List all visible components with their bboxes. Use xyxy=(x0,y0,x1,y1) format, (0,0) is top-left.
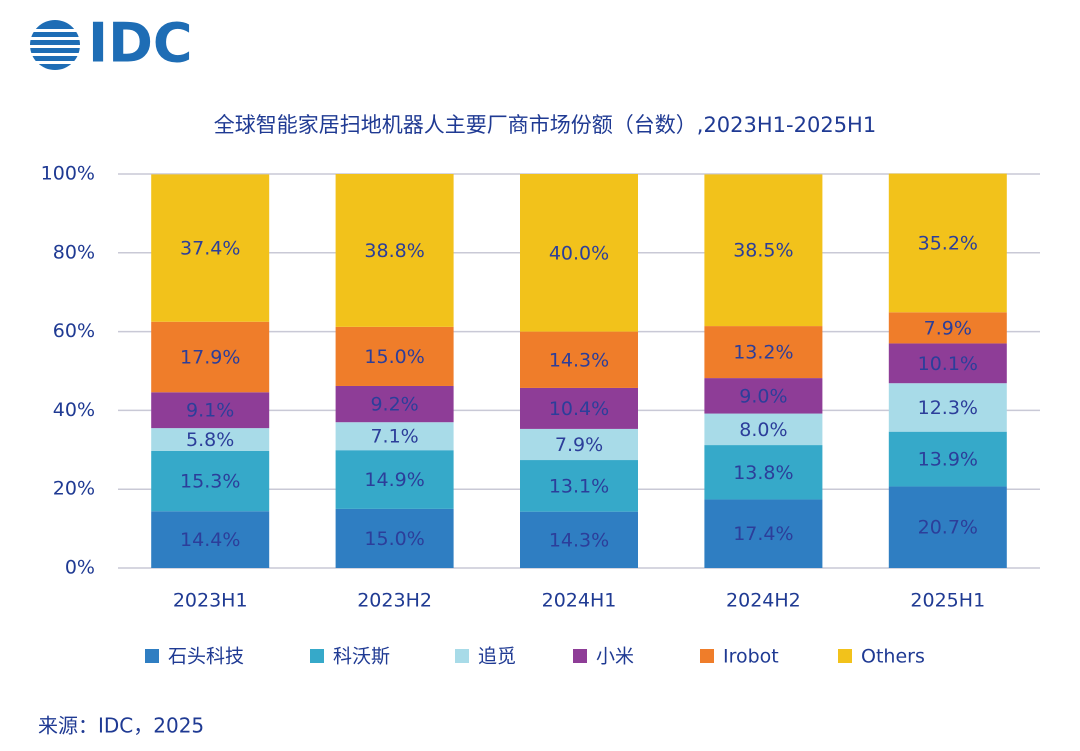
legend-label: Others xyxy=(861,646,925,668)
x-tick-label: 2024H1 xyxy=(542,590,617,612)
bar-segment xyxy=(335,422,454,451)
x-tick-label: 2023H2 xyxy=(357,590,432,612)
bar-segment xyxy=(704,499,823,568)
y-tick-label: 80% xyxy=(53,241,95,263)
legend-label: Irobot xyxy=(723,646,779,668)
bar-segment xyxy=(520,387,638,429)
legend-swatch xyxy=(145,649,159,663)
chart-title: 全球智能家居扫地机器人主要厂商市场份额（台数）,2023H1-2025H1 xyxy=(214,113,876,137)
data-label: 9.1% xyxy=(186,400,234,422)
legend-swatch xyxy=(310,649,324,663)
bar-segment xyxy=(151,321,270,393)
data-label: 15.0% xyxy=(364,528,424,550)
bar-segment xyxy=(520,331,638,388)
bar-segment xyxy=(520,174,638,332)
y-tick-label: 20% xyxy=(53,478,95,500)
data-label: 8.0% xyxy=(739,419,787,441)
data-label: 38.8% xyxy=(364,240,424,262)
bar-segment xyxy=(335,450,454,509)
legend-swatch xyxy=(455,649,469,663)
bar-segment xyxy=(888,486,1007,568)
logo-text: IDC xyxy=(88,12,193,75)
bar-segment xyxy=(704,445,823,500)
data-label: 20.7% xyxy=(918,517,978,539)
source: 来源：IDC，2025 xyxy=(38,714,204,738)
logo-mark xyxy=(28,20,82,70)
bar-segment xyxy=(151,511,270,568)
bar-segment xyxy=(335,326,454,386)
y-tick-label: 60% xyxy=(53,320,95,342)
data-label: 13.1% xyxy=(549,475,609,497)
bar-segment xyxy=(888,173,1007,313)
bar-segment xyxy=(704,413,823,446)
data-label: 15.3% xyxy=(180,471,240,493)
bar-segment xyxy=(888,312,1007,344)
bar-segment xyxy=(520,511,638,568)
data-label: 9.2% xyxy=(370,394,418,416)
data-label: 37.4% xyxy=(180,238,240,260)
data-label: 5.8% xyxy=(186,429,234,451)
x-tick-label: 2024H2 xyxy=(726,590,801,612)
data-label: 9.0% xyxy=(739,385,787,407)
data-label: 38.5% xyxy=(733,240,793,262)
data-label: 14.4% xyxy=(180,529,240,551)
y-tick-label: 0% xyxy=(65,557,95,579)
legend-swatch xyxy=(838,649,852,663)
data-label: 15.0% xyxy=(364,346,424,368)
data-label: 10.4% xyxy=(549,398,609,420)
data-label: 7.9% xyxy=(555,434,603,456)
x-tick-label: 2025H1 xyxy=(910,590,985,612)
legend-label: 小米 xyxy=(596,646,634,668)
bar-segment xyxy=(888,431,1007,487)
data-label: 35.2% xyxy=(918,232,978,254)
bar-segment xyxy=(888,343,1007,384)
bar-segment xyxy=(335,174,454,327)
bar-segment xyxy=(704,378,823,414)
data-label: 17.4% xyxy=(733,523,793,545)
bar-segment xyxy=(704,174,823,327)
data-label: 14.3% xyxy=(549,529,609,551)
bar-segment xyxy=(151,428,270,451)
bar-segment xyxy=(151,450,270,512)
legend-swatch xyxy=(573,649,587,663)
bar-segment xyxy=(151,392,270,429)
data-label: 40.0% xyxy=(549,242,609,264)
bar-segment xyxy=(520,428,638,461)
data-label: 12.3% xyxy=(918,397,978,419)
data-label: 7.1% xyxy=(370,426,418,448)
bar-segment xyxy=(888,383,1007,432)
legend-swatch xyxy=(700,649,714,663)
data-label: 13.9% xyxy=(918,449,978,471)
legend-label: 石头科技 xyxy=(168,646,244,668)
data-label: 7.9% xyxy=(924,317,972,339)
legend-label: 科沃斯 xyxy=(333,646,390,668)
bar-segment xyxy=(335,508,454,568)
data-label: 13.8% xyxy=(733,462,793,484)
bar-segment xyxy=(335,385,454,423)
y-tick-label: 40% xyxy=(53,399,95,421)
bar-segment xyxy=(520,460,638,512)
bar-segment xyxy=(704,326,823,379)
data-label: 10.1% xyxy=(918,353,978,375)
data-label: 17.9% xyxy=(180,347,240,369)
data-label: 14.9% xyxy=(364,469,424,491)
bar-segment xyxy=(151,174,270,322)
data-label: 13.2% xyxy=(733,342,793,364)
x-tick-label: 2023H1 xyxy=(173,590,248,612)
legend-label: 追觅 xyxy=(478,646,516,668)
y-tick-label: 100% xyxy=(41,163,95,185)
data-label: 14.3% xyxy=(549,349,609,371)
